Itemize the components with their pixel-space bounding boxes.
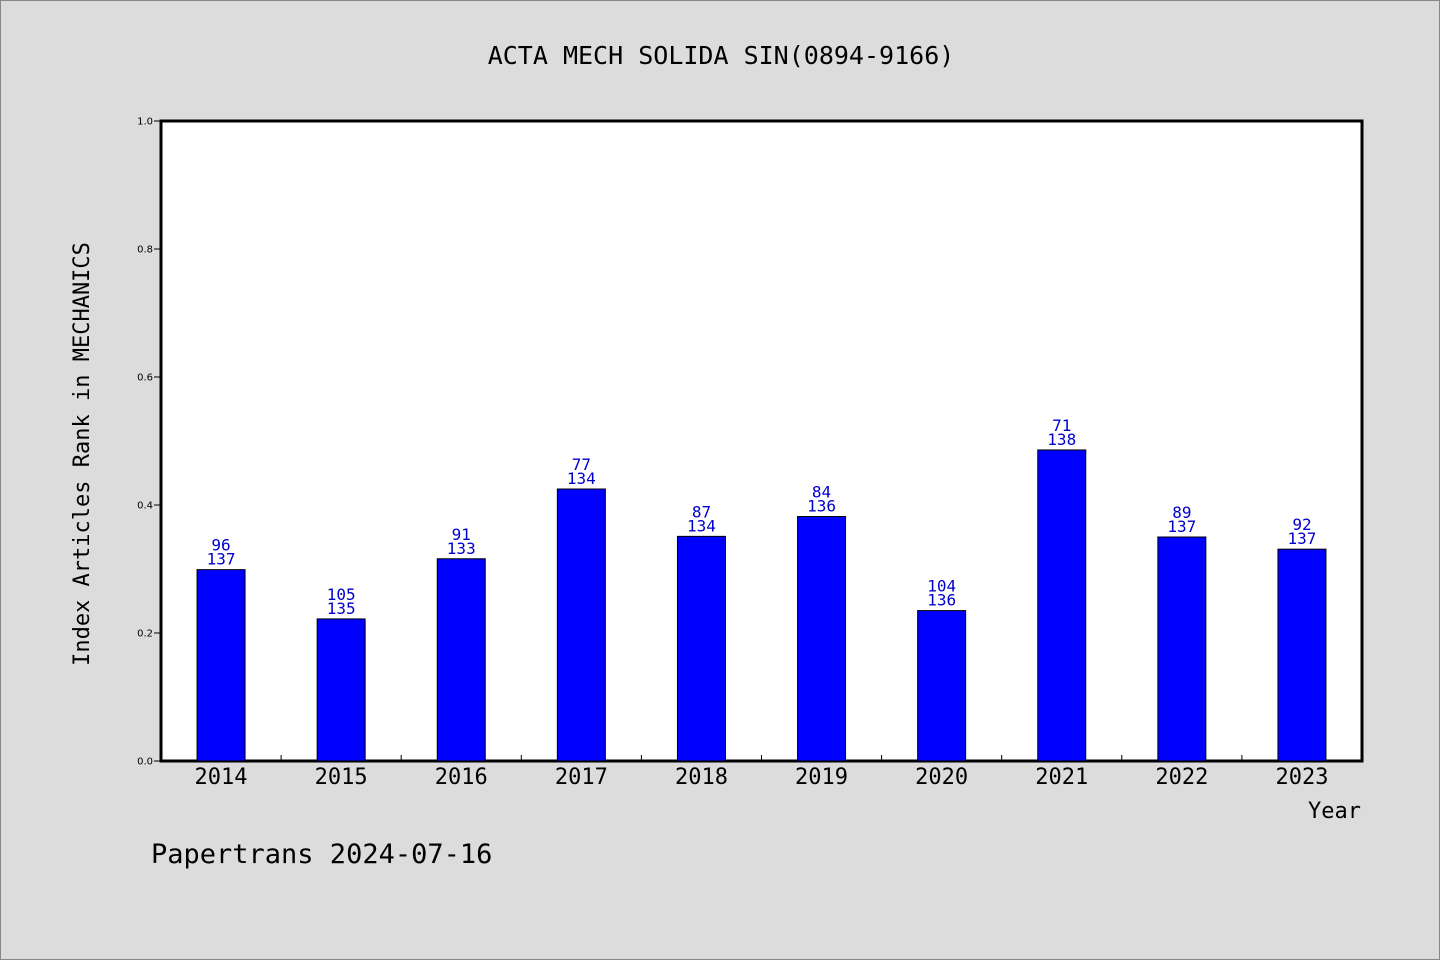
bar-2022 bbox=[1157, 536, 1207, 762]
x-axis-label: Year bbox=[1308, 799, 1361, 824]
bar-rank-label: 91 bbox=[452, 525, 471, 544]
bar-total-label: 137 bbox=[1287, 529, 1316, 548]
x-tick-label: 2015 bbox=[315, 765, 368, 790]
y-tick-label: 0.8 bbox=[137, 245, 153, 256]
bar-total-label: 134 bbox=[687, 516, 716, 535]
bar-rank-label: 89 bbox=[1172, 503, 1191, 522]
bar-total-label: 137 bbox=[1167, 517, 1196, 536]
bar-2018 bbox=[676, 535, 726, 762]
bar-rank-label: 77 bbox=[572, 455, 591, 474]
bar-2020 bbox=[917, 610, 967, 762]
bar-total-label: 134 bbox=[567, 469, 596, 488]
bar-rank-label: 84 bbox=[812, 483, 831, 502]
bar-total-label: 133 bbox=[447, 539, 476, 558]
x-tick-label: 2022 bbox=[1155, 765, 1208, 790]
x-tick-label: 2019 bbox=[795, 765, 848, 790]
x-tick-label: 2021 bbox=[1035, 765, 1088, 790]
footer-credit: Papertrans 2024-07-16 bbox=[151, 839, 492, 870]
y-tick-label: 0.0 bbox=[137, 757, 153, 768]
bar-rank-label: 96 bbox=[211, 536, 230, 555]
bar-2017 bbox=[556, 488, 606, 762]
bar-series bbox=[196, 449, 1327, 762]
bar-2014 bbox=[196, 569, 246, 762]
x-tick-label: 2020 bbox=[915, 765, 968, 790]
y-axis-label: Index Articles Rank in MECHANICS bbox=[70, 242, 95, 666]
y-tick-label: 1.0 bbox=[137, 117, 153, 128]
bar-total-label: 137 bbox=[207, 550, 236, 569]
bar-data-labels: 9613710513591133771348713484136104136711… bbox=[207, 416, 1317, 618]
bar-2015 bbox=[316, 618, 366, 762]
x-tick-label: 2014 bbox=[195, 765, 248, 790]
y-axis: 0.0 0.2 0.4 0.6 0.8 1.0 bbox=[137, 117, 161, 768]
bar-rank-label: 71 bbox=[1052, 416, 1071, 435]
bar-2021 bbox=[1037, 449, 1087, 762]
bar-total-label: 138 bbox=[1047, 430, 1076, 449]
bar-rank-label: 87 bbox=[692, 502, 711, 521]
bar-2019 bbox=[797, 516, 847, 762]
x-axis: 2014 2015 2016 2017 2018 2019 2020 2021 2022 2023 bbox=[195, 755, 1328, 790]
y-tick-label: 0.2 bbox=[137, 629, 153, 640]
x-tick-label: 2023 bbox=[1275, 765, 1328, 790]
bar-2023 bbox=[1277, 548, 1327, 762]
x-tick-label: 2016 bbox=[435, 765, 488, 790]
y-tick-label: 0.4 bbox=[137, 501, 153, 512]
bar-rank-label: 104 bbox=[927, 577, 956, 596]
bar-total-label: 135 bbox=[327, 599, 356, 618]
bar-2016 bbox=[436, 558, 486, 762]
bar-rank-label: 105 bbox=[327, 585, 356, 604]
bar-total-label: 136 bbox=[807, 497, 836, 516]
y-tick-label: 0.6 bbox=[137, 373, 153, 384]
bar-rank-label: 92 bbox=[1292, 515, 1311, 534]
x-tick-label: 2017 bbox=[555, 765, 608, 790]
chart-title: ACTA MECH SOLIDA SIN(0894-9166) bbox=[488, 41, 955, 70]
x-tick-label: 2018 bbox=[675, 765, 728, 790]
bar-total-label: 136 bbox=[927, 591, 956, 610]
